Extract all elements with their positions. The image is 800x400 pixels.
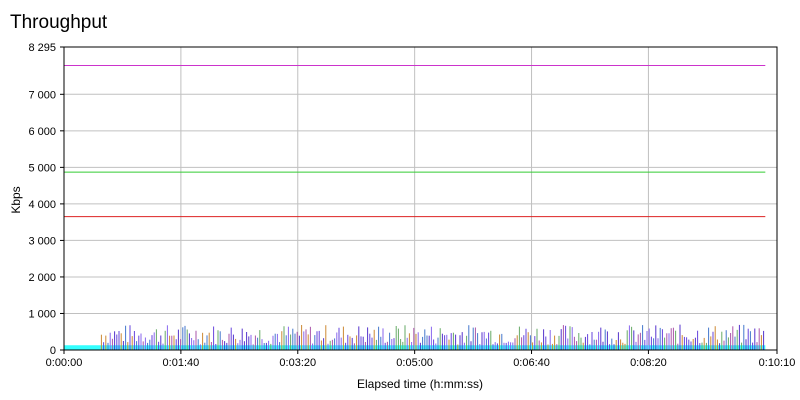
y-tick-label: 8 295 [28, 42, 56, 54]
x-tick-label: 0:03:20 [279, 357, 316, 369]
y-tick-label: 6 000 [28, 126, 56, 138]
y-tick-label: 5 000 [28, 162, 56, 174]
x-tick-label: 0:05:00 [396, 357, 433, 369]
y-tick-label: 1 000 [28, 308, 56, 320]
x-tick-label: 0:10:10 [759, 357, 796, 369]
x-tick-label: 0:08:20 [630, 357, 667, 369]
y-tick-label: 0 [50, 345, 56, 357]
x-tick-label: 0:00:00 [46, 357, 83, 369]
series-spikes [100, 324, 765, 350]
x-tick-label: 0:01:40 [163, 357, 200, 369]
y-tick-label: 4 000 [28, 199, 56, 211]
chart-title: Throughput [10, 12, 108, 33]
y-tick-label: 2 000 [28, 272, 56, 284]
x-axis-title: Elapsed time (h:mm:ss) [356, 377, 484, 391]
series-baseline-band [64, 345, 766, 350]
y-tick-label: 7 000 [28, 89, 56, 101]
plot-area [64, 47, 777, 350]
y-tick-label: 3 000 [28, 235, 56, 247]
x-tick-label: 0:06:40 [513, 357, 550, 369]
plot-border [63, 46, 778, 351]
